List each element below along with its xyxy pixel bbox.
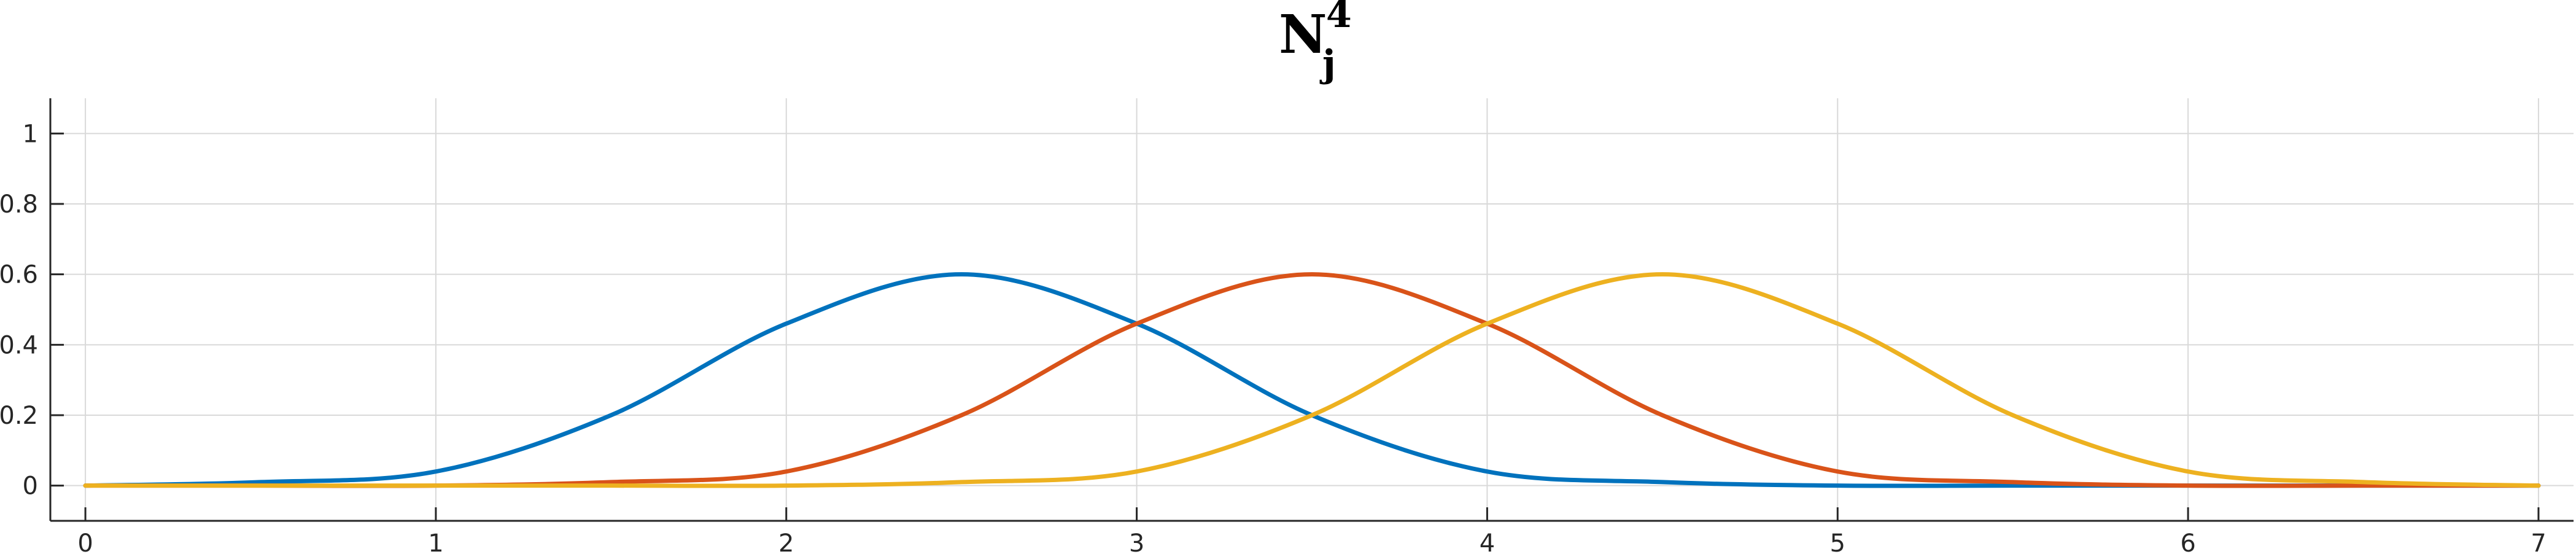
y-tick-label-5: 1 — [23, 120, 38, 148]
y-tick-label-1: 0.2 — [0, 402, 38, 430]
y-tick-label-0: 0 — [23, 472, 38, 501]
series-group — [83, 272, 2541, 488]
x-tick-label-6: 6 — [2180, 529, 2195, 554]
series-line-1 — [83, 272, 2541, 488]
chart-title-subscript: j — [1319, 42, 1336, 85]
tick-labels: 0 1 2 3 4 5 6 7 0 0.2 0.4 0.6 0.8 1 — [0, 120, 2547, 554]
series-line-2 — [83, 272, 2541, 488]
x-tick-label-3: 3 — [1129, 529, 1144, 554]
y-tick-label-4: 0.8 — [0, 190, 38, 219]
chart-title-superscript: 4 — [1326, 0, 1352, 36]
x-tick-label-4: 4 — [1480, 529, 1495, 554]
grid — [50, 98, 2574, 521]
y-tick-label-3: 0.6 — [0, 261, 38, 289]
x-tick-label-1: 1 — [428, 529, 443, 554]
x-tick-label-7: 7 — [2531, 529, 2546, 554]
chart-title: N 4 j — [1279, 0, 1352, 85]
axes — [49, 98, 2574, 522]
y-tick-label-2: 0.4 — [0, 331, 38, 359]
x-tick-label-5: 5 — [1830, 529, 1845, 554]
series-line-3 — [83, 272, 2541, 488]
chart-title-base: N — [1279, 4, 1327, 66]
x-tick-label-0: 0 — [77, 529, 93, 554]
x-tick-label-2: 2 — [778, 529, 794, 554]
